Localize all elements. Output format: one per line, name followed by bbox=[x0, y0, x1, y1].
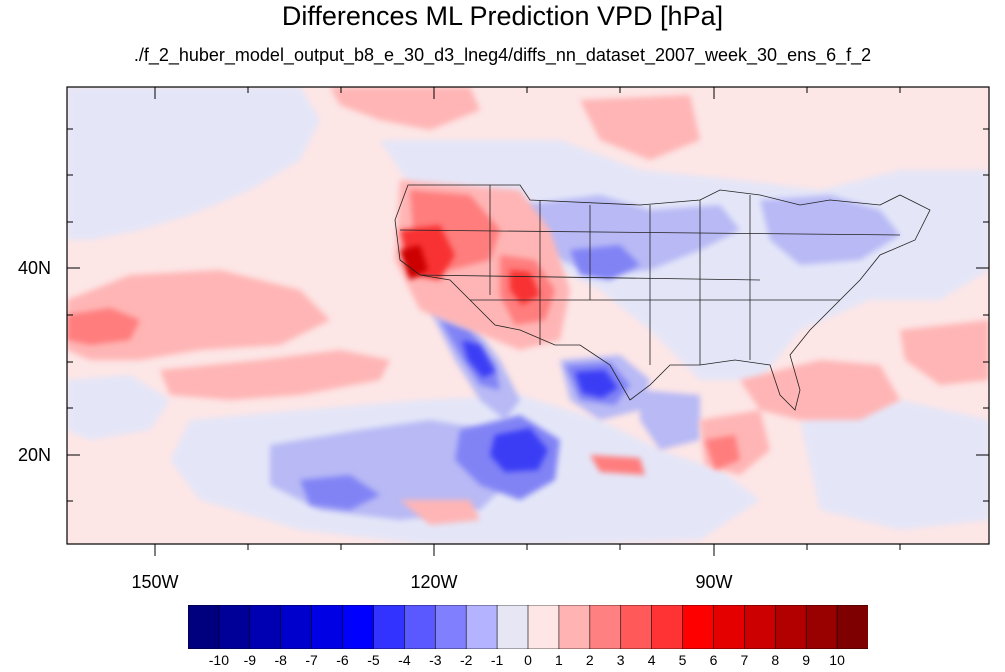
lon-label-120w: 120W bbox=[410, 572, 458, 592]
colorbar-tick-label: 2 bbox=[585, 652, 594, 668]
colorbar-tick-label: 8 bbox=[771, 652, 780, 668]
colorbar-tick-label: 7 bbox=[740, 652, 749, 668]
colorbar-swatch bbox=[188, 605, 220, 649]
map-title: Differences ML Prediction VPD [hPa] bbox=[281, 1, 724, 31]
colorbar-tick-label: 9 bbox=[802, 652, 811, 668]
colorbar-tick-label: 0 bbox=[524, 652, 532, 668]
colorbar-tick-label: 10 bbox=[829, 652, 845, 668]
colorbar-swatch bbox=[249, 605, 282, 649]
lon-label-90w: 90W bbox=[695, 572, 733, 592]
colorbar-swatch bbox=[651, 605, 684, 649]
lat-label-40n: 40N bbox=[18, 258, 52, 278]
colorbar-swatch bbox=[589, 605, 622, 649]
lon-label-150w: 150W bbox=[131, 572, 179, 592]
colorbar-tick-label: -9 bbox=[243, 652, 257, 668]
lat-label-20n: 20N bbox=[18, 445, 52, 465]
colorbar-swatch bbox=[527, 605, 560, 649]
colorbar-swatch bbox=[342, 605, 375, 649]
colorbar-tick-label: 6 bbox=[709, 652, 718, 668]
colorbar-swatch bbox=[311, 605, 344, 649]
colorbar-tick-label: 3 bbox=[616, 652, 625, 668]
colorbar-tick-label: -3 bbox=[429, 652, 442, 668]
colorbar-swatch bbox=[496, 605, 529, 649]
colorbar-tick-label: 5 bbox=[678, 652, 687, 668]
colorbar-swatch bbox=[713, 605, 746, 649]
colorbar-swatch bbox=[465, 605, 498, 649]
map-plot bbox=[66, 86, 990, 556]
colorbar-swatch bbox=[744, 605, 777, 649]
colorbar-swatch bbox=[558, 605, 591, 649]
colorbar-swatch bbox=[434, 605, 467, 649]
colorbar bbox=[188, 605, 868, 649]
contour-field bbox=[67, 87, 989, 544]
map-subtitle: ./f_2_huber_model_output_b8_e_30_d3_lneg… bbox=[133, 45, 872, 65]
colorbar-tick-label: -8 bbox=[274, 652, 287, 668]
colorbar-tick-label: -1 bbox=[490, 652, 504, 668]
colorbar-swatch bbox=[373, 605, 406, 649]
colorbar-tick-label: 4 bbox=[647, 652, 656, 668]
colorbar-swatch bbox=[404, 605, 437, 649]
colorbar-swatch bbox=[774, 605, 807, 649]
colorbar-tick-label: -4 bbox=[398, 652, 411, 668]
colorbar-tick-label: -10 bbox=[208, 652, 229, 668]
colorbar-tick-label: -7 bbox=[305, 652, 318, 668]
colorbar-tick-label: 1 bbox=[554, 652, 563, 668]
colorbar-tick-label: -6 bbox=[336, 652, 349, 668]
colorbar-swatch bbox=[682, 605, 715, 649]
colorbar-swatch bbox=[620, 605, 653, 649]
colorbar-swatch bbox=[836, 605, 868, 649]
colorbar-swatch bbox=[805, 605, 838, 649]
colorbar-tick-label: -2 bbox=[459, 652, 473, 668]
colorbar-swatch bbox=[280, 605, 313, 649]
colorbar-tick-label: -5 bbox=[367, 652, 380, 668]
colorbar-swatch bbox=[218, 605, 251, 649]
